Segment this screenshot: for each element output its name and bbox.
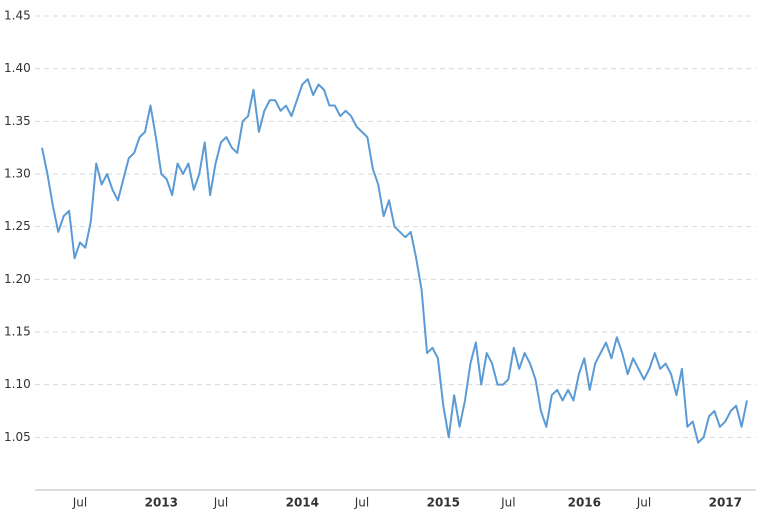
x-tick-label: Jul [213,496,228,510]
x-tick-label: Jul [500,496,515,510]
x-tick-label: Jul [354,496,369,510]
y-tick-label: 1.05 [4,430,31,444]
y-tick-label: 1.10 [4,377,31,391]
y-tick-label: 1.45 [4,9,31,23]
x-tick-label: Jul [636,496,651,510]
x-tick-label: 2017 [709,496,742,510]
y-tick-label: 1.30 [4,167,31,181]
y-tick-label: 1.20 [4,272,31,286]
line [41,78,748,444]
y-tick-label: 1.40 [4,61,31,75]
x-tick-label: 2015 [427,496,460,510]
x-tick-label: Jul [72,496,87,510]
x-tick-label: 2014 [286,496,319,510]
x-tick-label: 2013 [145,496,178,510]
y-tick-label: 1.25 [4,219,31,233]
x-tick-label: 2016 [568,496,601,510]
y-tick-label: 1.35 [4,114,31,128]
y-tick-label: 1.15 [4,325,31,339]
